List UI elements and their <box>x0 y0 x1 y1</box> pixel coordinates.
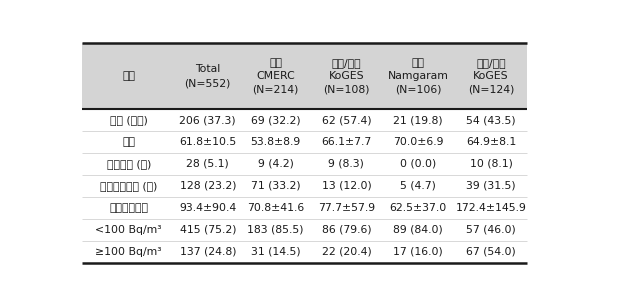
Text: 61.8±10.5: 61.8±10.5 <box>179 137 237 147</box>
Text: 206 (37.3): 206 (37.3) <box>179 115 236 125</box>
Text: 성별 (남성): 성별 (남성) <box>110 115 148 125</box>
Text: 64.9±8.1: 64.9±8.1 <box>466 137 516 147</box>
Text: 93.4±90.4: 93.4±90.4 <box>179 203 237 213</box>
Bar <box>82 197 528 219</box>
Text: 10 (8.1): 10 (8.1) <box>470 159 512 169</box>
Text: 31 (14.5): 31 (14.5) <box>251 247 300 257</box>
Text: 경남
Namgaram
(N=106): 경남 Namgaram (N=106) <box>388 58 449 95</box>
Text: 실내라돈농도: 실내라돈농도 <box>109 203 148 213</box>
Text: 9 (8.3): 9 (8.3) <box>329 159 365 169</box>
Text: 86 (79.6): 86 (79.6) <box>321 225 371 235</box>
Bar <box>82 153 528 175</box>
Text: 39 (31.5): 39 (31.5) <box>466 181 516 191</box>
Text: 62 (57.4): 62 (57.4) <box>321 115 371 125</box>
Text: 71 (33.2): 71 (33.2) <box>251 181 300 191</box>
Text: 70.0±6.9: 70.0±6.9 <box>393 137 444 147</box>
Text: 28 (5.1): 28 (5.1) <box>187 159 229 169</box>
Text: 서울
CMERC
(N=214): 서울 CMERC (N=214) <box>252 58 298 95</box>
Bar <box>82 109 528 131</box>
Text: 128 (23.2): 128 (23.2) <box>179 181 236 191</box>
Text: 22 (20.4): 22 (20.4) <box>321 247 371 257</box>
Text: 21 (19.8): 21 (19.8) <box>394 115 443 125</box>
Text: 안성/안산
KoGES
(N=108): 안성/안산 KoGES (N=108) <box>323 58 370 95</box>
Text: ≥100 Bq/m³: ≥100 Bq/m³ <box>96 247 162 257</box>
Text: 간접흡연여부 (예): 간접흡연여부 (예) <box>100 181 158 191</box>
Text: 54 (43.5): 54 (43.5) <box>466 115 516 125</box>
Text: 62.5±37.0: 62.5±37.0 <box>389 203 447 213</box>
Bar <box>82 241 528 263</box>
Bar <box>82 175 528 197</box>
Text: 77.7±57.9: 77.7±57.9 <box>318 203 375 213</box>
Text: 5 (4.7): 5 (4.7) <box>400 181 436 191</box>
Text: 구분: 구분 <box>122 71 135 81</box>
Text: 0 (0.0): 0 (0.0) <box>400 159 436 169</box>
Text: Total
(N=552): Total (N=552) <box>185 65 231 88</box>
Text: 57 (46.0): 57 (46.0) <box>466 225 516 235</box>
Text: 70.8±41.6: 70.8±41.6 <box>247 203 304 213</box>
Text: 183 (85.5): 183 (85.5) <box>247 225 304 235</box>
Text: 연령: 연령 <box>122 137 135 147</box>
Text: 172.4±145.9: 172.4±145.9 <box>455 203 527 213</box>
Text: 17 (16.0): 17 (16.0) <box>394 247 443 257</box>
Text: <100 Bq/m³: <100 Bq/m³ <box>96 225 162 235</box>
Bar <box>82 131 528 153</box>
Text: 원주/평창
KoGES
(N=124): 원주/평창 KoGES (N=124) <box>468 58 514 95</box>
Text: 69 (32.2): 69 (32.2) <box>251 115 300 125</box>
Text: 흡연여부 (예): 흡연여부 (예) <box>106 159 151 169</box>
Text: 67 (54.0): 67 (54.0) <box>466 247 516 257</box>
Text: 13 (12.0): 13 (12.0) <box>321 181 371 191</box>
Text: 89 (84.0): 89 (84.0) <box>394 225 443 235</box>
Text: 137 (24.8): 137 (24.8) <box>179 247 236 257</box>
Bar <box>82 43 528 109</box>
Text: 9 (4.2): 9 (4.2) <box>258 159 294 169</box>
Text: 415 (75.2): 415 (75.2) <box>179 225 236 235</box>
Bar <box>82 219 528 241</box>
Text: 53.8±8.9: 53.8±8.9 <box>250 137 301 147</box>
Text: 66.1±7.7: 66.1±7.7 <box>321 137 371 147</box>
